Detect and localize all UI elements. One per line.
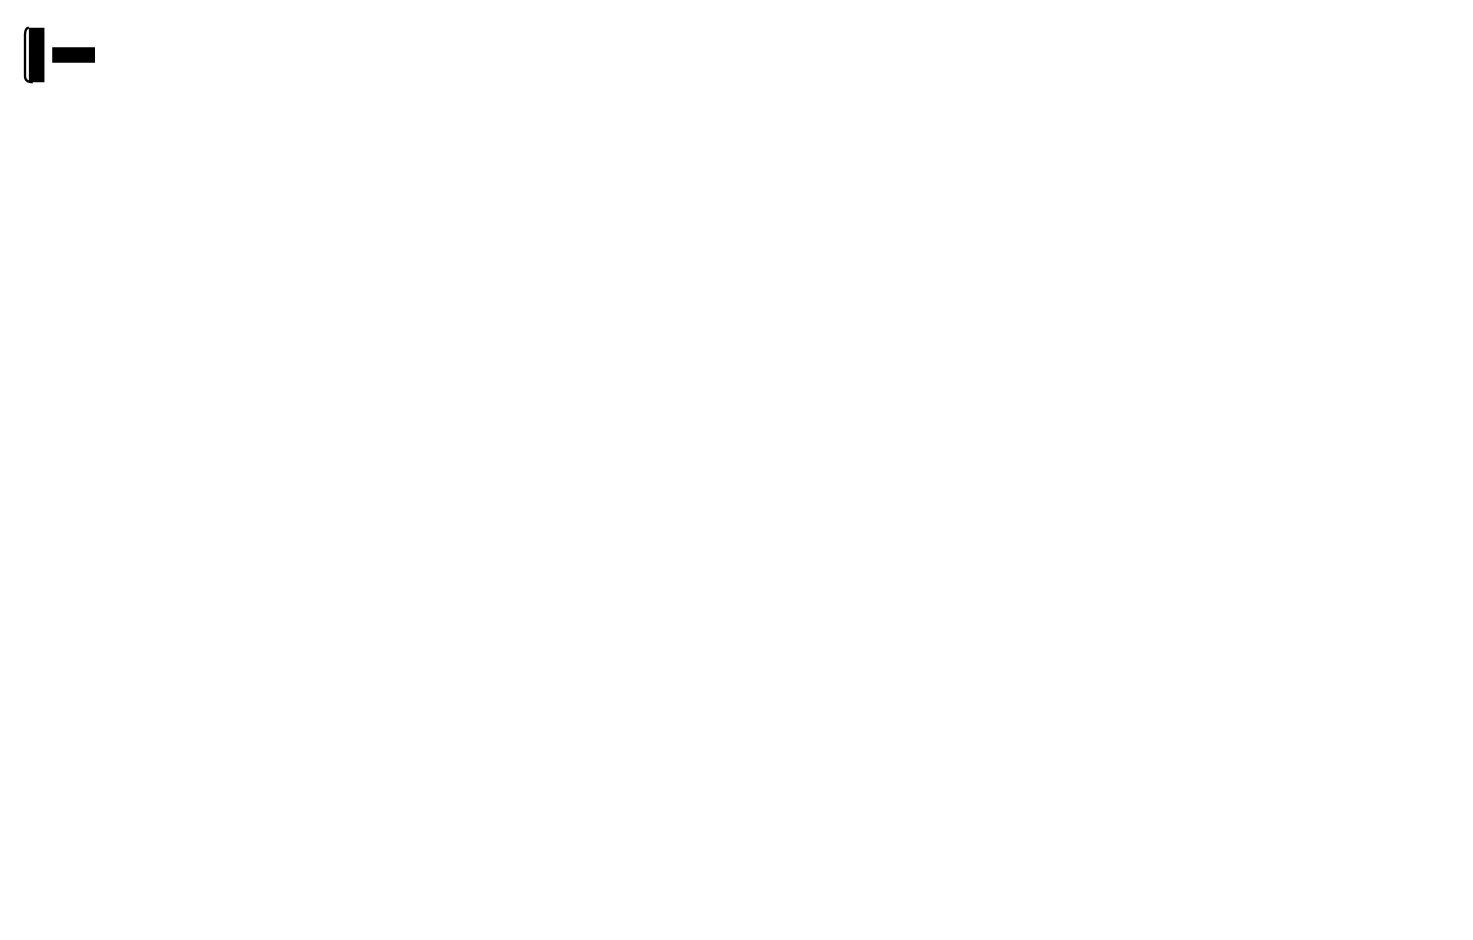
odot-logo-icon <box>20 20 100 90</box>
header <box>20 20 1453 90</box>
org-chart <box>20 100 1453 920</box>
connector-lines <box>20 100 1453 920</box>
logo-area <box>20 20 110 90</box>
